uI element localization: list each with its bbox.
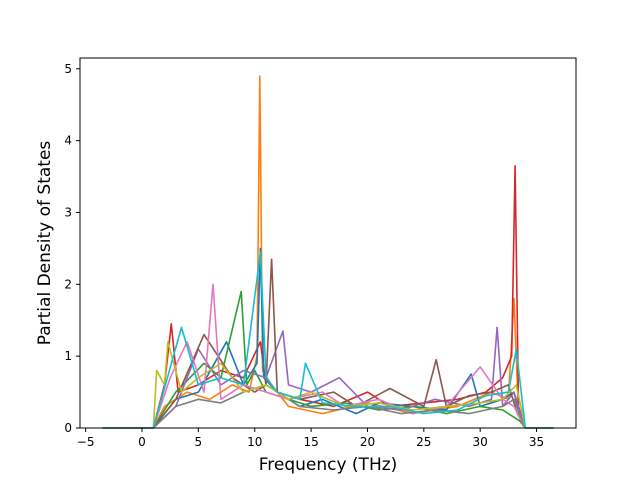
pdos-series-line-10 [102,251,554,429]
x-tick-label: 35 [529,435,544,449]
y-axis-ticks: 0 1 2 3 4 5 [64,62,80,435]
x-tick-label: 30 [473,435,488,449]
pdos-series-line-2 [102,165,554,429]
x-tick-label: 10 [247,435,262,449]
x-tick-label: 20 [360,435,375,449]
series-layer [102,75,554,429]
pdos-series-line-3 [102,247,554,429]
y-tick-label: 1 [64,349,72,363]
y-tick-label: 0 [64,421,72,435]
plot-frame [79,57,577,429]
y-tick-label: 3 [64,205,72,219]
y-tick-label: 5 [64,62,72,76]
x-axis-label: Frequency (THz) [259,455,398,475]
y-tick-label: 4 [64,134,72,148]
x-tick-label: −5 [77,435,95,449]
x-axis-ticks: −5 0 5 10 15 20 25 30 35 [77,428,544,449]
pdos-series-line-9 [102,340,554,429]
y-axis-label: Partial Density of States [35,141,55,346]
x-tick-label: 0 [138,435,146,449]
x-tick-label: 15 [303,435,318,449]
y-tick-label: 2 [64,277,72,291]
x-tick-label: 25 [416,435,431,449]
x-tick-label: 5 [195,435,203,449]
pdos-series-line-8 [102,384,554,429]
